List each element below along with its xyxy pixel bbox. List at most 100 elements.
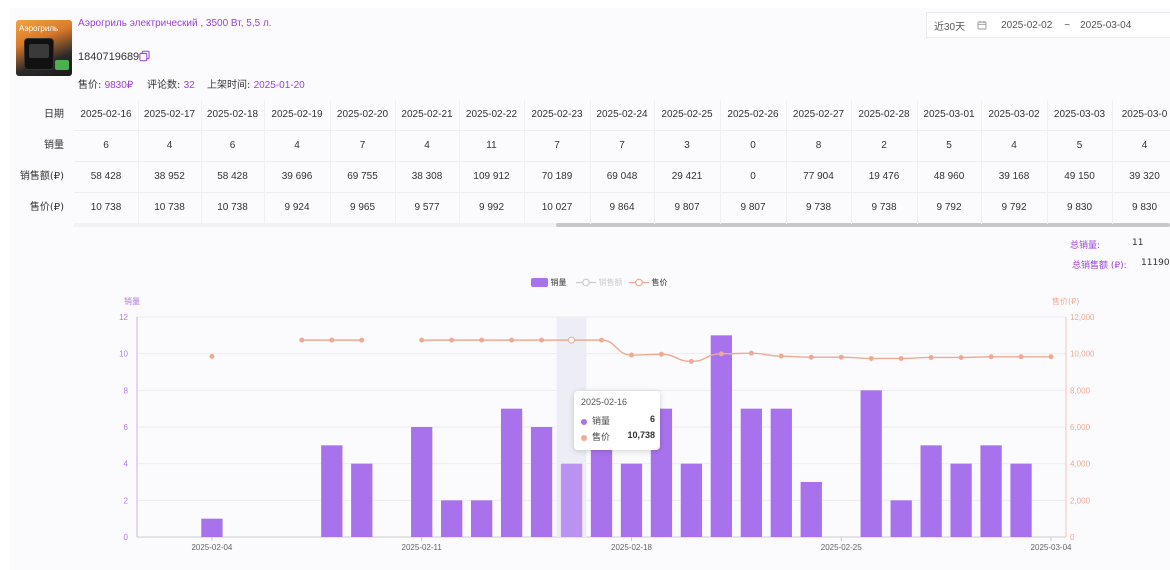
- legend-sales[interactable]: 销量: [531, 277, 567, 288]
- sales-bar: [351, 463, 373, 537]
- row-header-revenue: 销售额(₽): [19, 171, 64, 182]
- table-cell-date: 2025-02-21: [401, 109, 453, 120]
- y-right-tick-label: 2,000: [1070, 496, 1091, 505]
- sales-bar: [860, 390, 882, 537]
- date-range-picker[interactable]: 近30天 2025-02-02 ~ 2025-03-04: [926, 12, 1170, 38]
- start-date[interactable]: 2025-02-02: [1001, 19, 1053, 31]
- table-column-divider: [917, 100, 918, 224]
- table-cell-date: 2025-02-20: [336, 109, 389, 120]
- table-cell-date: 2025-02-23: [531, 109, 583, 120]
- table-cell-sales: 8: [815, 140, 822, 151]
- table-divider: [74, 130, 1170, 131]
- table-column-divider: [524, 100, 525, 224]
- total-sales: 总销量: 11: [1070, 238, 1170, 251]
- tooltip-sales-value: 6: [649, 414, 655, 424]
- product-thumbnail[interactable]: Аэрогриль: [16, 20, 72, 76]
- table-cell-date: 2025-02-28: [858, 109, 910, 120]
- table-cell-sales: 0: [750, 140, 756, 151]
- price-point: [838, 354, 844, 360]
- table-cell-price: 9 792: [936, 202, 962, 213]
- sales-bar: [920, 445, 942, 537]
- sales-bar: [800, 482, 822, 537]
- total-sales-label: 总销量:: [1070, 241, 1101, 251]
- sales-bar: [770, 408, 792, 537]
- table-cell-revenue: 39 696: [281, 171, 313, 182]
- table-cell-sales: 3: [684, 140, 690, 151]
- table-cell-revenue: 58 428: [90, 171, 122, 182]
- table-cell-revenue: 38 308: [411, 171, 443, 182]
- price-point: [988, 354, 994, 360]
- price-point: [1048, 354, 1054, 360]
- x-tick-label: 2025-02-11: [402, 543, 443, 552]
- table-cell-date: 2025-02-22: [465, 109, 518, 120]
- y-right-tick-label: 4,000: [1070, 460, 1091, 469]
- sales-bar: [950, 463, 972, 537]
- legend-price-swatch: [629, 278, 649, 287]
- table-cell-price: 9 792: [1001, 202, 1027, 213]
- total-revenue: 总销售额 (₽): 111904: [1072, 258, 1170, 271]
- table-cell-date: 2025-02-19: [271, 109, 323, 120]
- table-cell-date: 2025-02-25: [661, 109, 713, 120]
- sales-bar: [620, 463, 643, 537]
- table-cell-price: 9 738: [805, 202, 832, 213]
- table-cell-date: 2025-03-01: [923, 109, 975, 120]
- price-line: [421, 339, 1052, 363]
- tooltip-sales-row: 销量 6: [581, 414, 657, 427]
- sales-bar: [710, 335, 733, 537]
- price-point: [778, 353, 784, 359]
- table-cell-price: 9 807: [674, 202, 700, 213]
- period-select[interactable]: 近30天: [934, 21, 966, 33]
- price-point: [868, 355, 874, 361]
- table-column-divider: [138, 100, 139, 224]
- sales-bar: [890, 500, 912, 537]
- table-cell-revenue: 77 904: [803, 171, 834, 182]
- sales-bar: [441, 500, 463, 537]
- table-column-divider: [264, 100, 265, 224]
- sales-bar: [560, 463, 583, 537]
- table-cell-price: 9 924: [284, 202, 310, 213]
- table-cell-sales: 7: [359, 140, 366, 151]
- legend-price[interactable]: 售价: [629, 277, 668, 288]
- table-cell-date: 2025-03-0: [1121, 109, 1168, 120]
- price-point: [539, 337, 545, 343]
- table-cell-date: 2025-02-27: [792, 109, 845, 120]
- tooltip-sales-label: 销量: [592, 416, 611, 426]
- price-point: [718, 351, 724, 357]
- price-point: [688, 358, 694, 364]
- y-left-tick-label: 0: [124, 533, 129, 542]
- table-column-divider: [1047, 100, 1048, 224]
- legend-price-label: 售价: [651, 278, 668, 287]
- y-right-tick-label: 8,000: [1070, 386, 1091, 395]
- product-sku: 1840719689: [78, 51, 140, 63]
- product-title[interactable]: Аэрогриль электрический , 3500 Вт, 5,5 л…: [78, 18, 272, 29]
- thumbnail-label: Аэрогриль: [19, 24, 59, 33]
- table-scrollbar-thumb[interactable]: [556, 223, 1170, 227]
- legend-revenue-label: 销售额: [598, 278, 623, 287]
- table-cell-sales: 4: [1011, 140, 1017, 151]
- sales-bar: [980, 445, 1002, 537]
- table-cell-revenue: 39 320: [1129, 171, 1160, 182]
- tooltip-price-row: 售价 10,738: [581, 430, 657, 443]
- table-cell-revenue: 58 428: [217, 171, 248, 182]
- table-cell-date: 2025-02-16: [80, 109, 132, 120]
- table-cell-sales: 5: [1076, 140, 1083, 151]
- x-tick-label: 2025-02-25: [821, 543, 862, 552]
- row-header-date: 日期: [44, 109, 64, 120]
- copy-icon[interactable]: [139, 50, 150, 62]
- sales-bar: [411, 427, 433, 537]
- price-point: [299, 337, 305, 343]
- table-cell-revenue: 48 960: [933, 171, 965, 182]
- price-value: 9830₽: [104, 80, 134, 91]
- reviews-value: 32: [183, 80, 195, 91]
- legend-revenue[interactable]: 销售额: [576, 277, 623, 288]
- tooltip-price-value: 10,738: [627, 430, 655, 440]
- table-row-date: 日期 2025-02-16 2025-02-17 2025-02-18 2025-02-…: [0, 100, 1170, 130]
- price-point: [209, 353, 215, 359]
- table-cell-revenue: 38 952: [154, 171, 185, 182]
- thumbnail-tag: [55, 60, 69, 70]
- table-cell-sales: 4: [424, 140, 430, 151]
- table-cell-price: 9 992: [478, 202, 505, 213]
- end-date[interactable]: 2025-03-04: [1080, 19, 1132, 31]
- table-cell-price: 10 027: [541, 202, 573, 213]
- table-cell-date: 2025-03-03: [1053, 109, 1106, 120]
